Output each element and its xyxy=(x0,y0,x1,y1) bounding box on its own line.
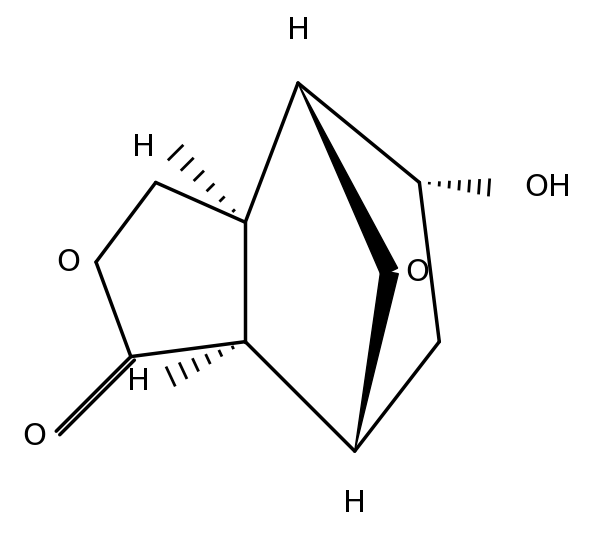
Text: O: O xyxy=(56,247,80,277)
Polygon shape xyxy=(355,270,398,451)
Text: H: H xyxy=(128,367,150,396)
Text: H: H xyxy=(343,489,366,518)
Text: H: H xyxy=(132,133,156,162)
Text: H: H xyxy=(287,16,309,45)
Text: O: O xyxy=(22,422,46,450)
Polygon shape xyxy=(298,83,398,276)
Text: OH: OH xyxy=(524,173,571,202)
Text: O: O xyxy=(405,258,429,286)
